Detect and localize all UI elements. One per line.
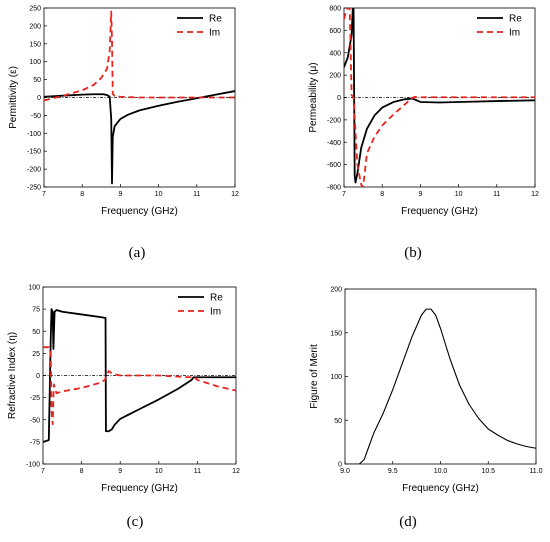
y-axis-title-d: Figure of Merit	[309, 344, 320, 409]
y-tick-label-b: 800	[329, 6, 341, 13]
x-tick-label-d: 9.0	[340, 468, 350, 475]
x-axis-title-a: Frequency (GHz)	[101, 206, 178, 217]
x-tick-label-d: 10.0	[434, 468, 448, 475]
y-tick-label-a: 150	[29, 41, 41, 48]
x-tick-label-c: 8	[80, 468, 84, 475]
x-tick-label-d: 10.5	[481, 468, 495, 475]
plot-frame-d	[344, 288, 537, 465]
y-tick-label-a: -100	[27, 131, 41, 138]
x-tick-label-a: 8	[80, 191, 84, 198]
y-tick-label-c: -25	[30, 395, 40, 402]
x-tick-label-c: 10	[155, 468, 163, 475]
series-line-a-re	[44, 90, 235, 185]
panel-label-a: (a)	[129, 245, 146, 261]
chart-panel-d: 9.0 9.5 10.0 10.5 11.0 0 50 100 150 200 Frequency …	[309, 287, 543, 495]
y-tick-label-a: 50	[33, 77, 41, 84]
legend-label-a-im: Im	[209, 28, 220, 39]
series-line-b-re	[344, 8, 535, 184]
y-tick-label-a: 100	[29, 59, 41, 66]
y-axis-title-a: Permittivity (ε)	[8, 66, 19, 129]
y-axis-title-c: Refractive Index (η)	[7, 332, 18, 419]
x-tick-label-a: 12	[231, 191, 239, 198]
x-tick-label-b: 8	[380, 191, 384, 198]
panel-label-d: (d)	[399, 514, 417, 530]
x-tick-label-b: 12	[531, 191, 539, 198]
x-tick-label-c: 11	[194, 468, 201, 475]
x-tick-label-c: 9	[118, 468, 122, 475]
y-tick-label-d: 150	[330, 330, 342, 337]
y-tick-label-c: -100	[26, 462, 40, 469]
chart-panel-a: 7 8 9 10 11 12 -250 -200 -150 -100 -50 0 50 100 150 200…	[8, 6, 239, 218]
legend-label-c-re: Re	[210, 293, 223, 304]
y-tick-label-c: -75	[30, 439, 40, 446]
y-axis-title-b: Permeability (μ)	[308, 62, 319, 132]
y-tick-label-b: -800	[327, 185, 341, 192]
y-tick-label-b: -400	[327, 140, 341, 147]
x-tick-label-c: 7	[41, 468, 45, 475]
series-line-c-im	[43, 346, 236, 426]
y-tick-label-a: 200	[29, 23, 41, 30]
y-tick-label-b: 400	[329, 50, 341, 57]
series-line-c-re	[43, 308, 236, 443]
y-tick-label-a: 250	[29, 6, 41, 13]
x-tick-label-d: 9.5	[388, 468, 398, 475]
y-tick-label-b: 200	[329, 73, 341, 80]
x-tick-label-a: 9	[118, 191, 122, 198]
x-axis-title-b: Frequency (GHz)	[401, 206, 478, 217]
panel-label-c: (c)	[127, 514, 144, 530]
y-tick-label-c: 50	[32, 329, 40, 336]
x-tick-label-a: 11	[193, 191, 200, 198]
legend-label-b-re: Re	[509, 14, 522, 25]
y-tick-label-c: -50	[30, 417, 40, 424]
y-tick-label-a: 0	[37, 95, 41, 102]
y-tick-label-a: -150	[27, 149, 41, 156]
y-tick-label-a: -50	[31, 113, 41, 120]
y-tick-label-c: 75	[32, 307, 40, 314]
series-line-a-im	[44, 10, 235, 102]
x-tick-label-c: 12	[232, 468, 240, 475]
y-tick-label-d: 50	[334, 418, 342, 425]
panel-label-b: (b)	[404, 245, 422, 261]
y-tick-label-c: 100	[28, 285, 40, 292]
x-tick-label-b: 11	[493, 191, 500, 198]
x-tick-label-b: 9	[418, 191, 422, 198]
y-tick-label-b: -600	[327, 162, 341, 169]
y-tick-label-b: 0	[337, 95, 341, 102]
x-tick-label-d: 11.0	[529, 468, 542, 475]
y-tick-label-a: -250	[27, 185, 41, 192]
x-axis-title-c: Frequency (GHz)	[101, 483, 178, 494]
legend-label-a-re: Re	[209, 14, 222, 25]
x-tick-label-a: 7	[42, 191, 46, 198]
chart-panel-b: 7 8 9 10 11 12 -800 -600 -400 -200 0 200 400 600 800 Fr…	[308, 6, 539, 218]
x-tick-label-a: 10	[155, 191, 163, 198]
y-tick-label-c: 0	[36, 373, 40, 380]
x-axis-title-d: Frequency (GHz)	[402, 483, 479, 494]
y-tick-label-d: 0	[338, 462, 342, 469]
legend-label-c-im: Im	[210, 307, 221, 318]
y-tick-label-d: 100	[330, 374, 342, 381]
y-tick-label-c: 25	[32, 351, 40, 358]
legend-label-b-im: Im	[509, 28, 520, 39]
y-tick-label-b: -200	[327, 117, 341, 124]
x-tick-label-b: 10	[455, 191, 463, 198]
y-tick-label-d: 200	[330, 287, 342, 294]
series-line-d-main	[345, 308, 536, 464]
x-tick-label-b: 7	[342, 191, 346, 198]
chart-panel-c: 7 8 9 10 11 12 -100 -75 -50 -25 0 25 50 75 100 Frequenc…	[7, 285, 240, 495]
y-tick-label-b: 600	[329, 28, 341, 35]
y-tick-label-a: -200	[27, 167, 41, 174]
